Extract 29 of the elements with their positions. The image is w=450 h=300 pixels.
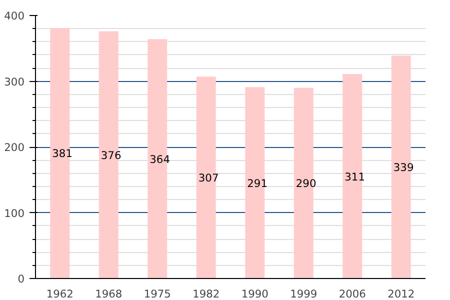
bar <box>391 56 411 278</box>
x-tick-label: 1990 <box>241 288 269 300</box>
x-tick-label: 1982 <box>192 288 220 300</box>
x-tick-label: 2012 <box>388 288 415 300</box>
y-tick-label: 300 <box>4 75 25 88</box>
bar <box>342 74 362 278</box>
x-tick-label: 2006 <box>338 288 366 300</box>
bar <box>50 28 70 278</box>
y-tick-label: 100 <box>4 206 25 220</box>
y-tick-label: 0 <box>18 272 25 286</box>
y-tick-label: 400 <box>4 10 25 22</box>
data-label: 307 <box>198 172 219 185</box>
y-tick-label: 200 <box>4 141 25 154</box>
bar <box>98 31 118 278</box>
data-label: 290 <box>296 177 316 190</box>
data-label: 311 <box>344 170 365 184</box>
x-tick-label: 1999 <box>290 288 318 300</box>
x-tick-label: 1962 <box>46 288 74 300</box>
bar <box>245 87 265 278</box>
bar <box>148 39 168 278</box>
data-label: 339 <box>393 161 414 174</box>
data-label: 376 <box>100 148 122 162</box>
bar <box>196 76 216 278</box>
bar <box>294 88 314 278</box>
data-label: 291 <box>247 176 268 190</box>
data-label: 381 <box>52 147 72 160</box>
data-label: 364 <box>150 152 170 166</box>
x-tick-label: 1968 <box>95 288 122 300</box>
x-tick-label: 1975 <box>144 288 171 300</box>
